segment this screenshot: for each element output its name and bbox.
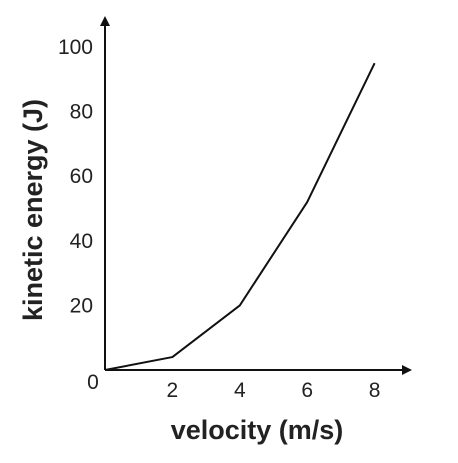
y-tick-label-60: 60 — [70, 165, 93, 188]
y-axis-title: kinetic energy (J) — [18, 99, 48, 321]
origin-label: 0 — [87, 371, 99, 394]
y-tick-labels: 20 40 60 80 100 — [58, 36, 93, 317]
y-tick-label-20: 20 — [70, 294, 93, 317]
y-tick-label-100: 100 — [58, 36, 93, 59]
x-tick-label-2: 2 — [167, 379, 179, 402]
y-tick-label-40: 40 — [70, 230, 93, 253]
x-tick-label-8: 8 — [369, 379, 381, 402]
series-group — [104, 62, 376, 371]
x-tick-label-4: 4 — [234, 379, 246, 402]
axes — [100, 16, 412, 375]
x-tick-labels: 2 4 6 8 — [167, 379, 381, 402]
y-tick-label-80: 80 — [70, 101, 93, 124]
x-axis-title: velocity (m/s) — [171, 415, 344, 445]
series-line-0 — [104, 62, 376, 371]
x-tick-label-6: 6 — [301, 379, 313, 402]
